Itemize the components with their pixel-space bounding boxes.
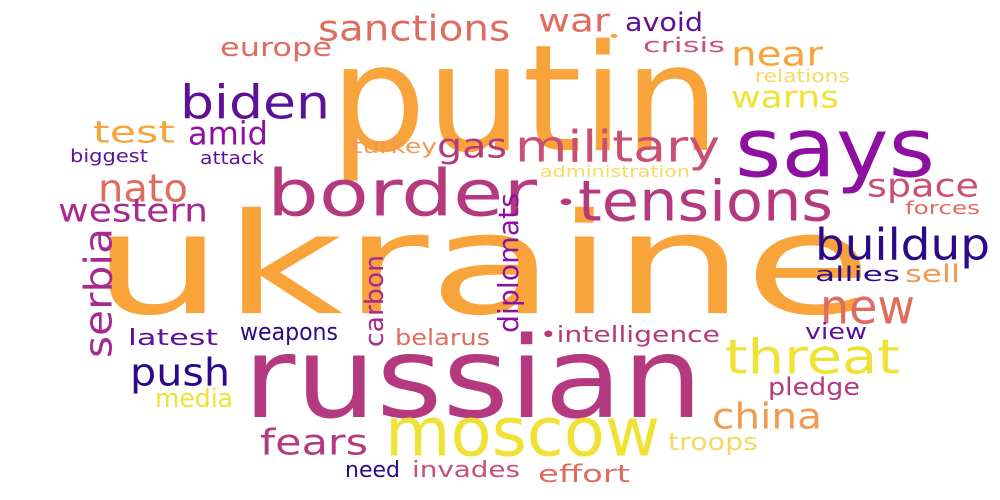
word-biggest: biggest	[70, 146, 148, 167]
word-crisis: crisis	[643, 34, 725, 57]
word-weapons: weapons	[240, 318, 338, 346]
word-effort: effort	[538, 460, 630, 488]
dot-tensions: •	[555, 191, 577, 216]
word-attack: attack	[200, 148, 264, 169]
word-push: push	[130, 351, 230, 395]
word-avoid: avoid	[625, 8, 703, 38]
word-serbia: serbia	[77, 228, 121, 358]
word-military: military	[515, 120, 720, 172]
word-forces: forces	[905, 198, 980, 219]
word-test: test	[93, 114, 175, 150]
word-moscow: moscow	[385, 392, 660, 472]
word-europe: europe	[220, 33, 332, 63]
word-allies: allies	[815, 263, 900, 286]
word-administration: administration	[540, 163, 690, 182]
word-space: space	[867, 167, 979, 205]
word-warns: warns	[731, 79, 839, 115]
word-china: china	[712, 395, 822, 437]
word-belarus: belarus	[395, 326, 490, 351]
word-need: need	[345, 458, 400, 483]
word-turkey: turkey	[352, 135, 437, 158]
word-sanctions: sanctions	[318, 7, 510, 49]
word-fears: fears	[260, 421, 368, 463]
word-new: new	[820, 279, 915, 335]
word-putin: putin	[330, 12, 720, 186]
word-sell: sell	[905, 260, 960, 288]
word-russian: russian	[243, 312, 703, 444]
word-media: media	[155, 384, 233, 414]
word-ukraine: ukraine	[92, 183, 872, 347]
word-diplomats: diplomats	[492, 193, 525, 333]
word-western: western	[58, 192, 208, 230]
word-threat: threat	[725, 329, 900, 385]
word-view: view	[805, 320, 867, 345]
word-gas: gas	[437, 127, 507, 166]
word-troops: troops	[668, 428, 758, 456]
word-buildup: buildup	[815, 218, 990, 270]
word-says: says	[735, 101, 935, 197]
word-nato: nato	[98, 167, 188, 211]
dot-small: •	[607, 28, 621, 45]
word-pledge: pledge	[768, 373, 860, 401]
word-near: near	[731, 35, 823, 74]
word-invades: invades	[412, 458, 520, 483]
word-tensions: tensions	[578, 168, 833, 234]
word-biden: biden	[180, 76, 330, 130]
word-border: border	[267, 156, 537, 231]
word-carbon: carbon	[360, 255, 390, 347]
word-relations: relations	[755, 66, 850, 87]
word-latest: latest	[128, 326, 218, 351]
word-amid: amid	[188, 115, 268, 153]
word-intelligence: •intelligence	[540, 323, 720, 348]
word-war: war	[538, 2, 610, 40]
